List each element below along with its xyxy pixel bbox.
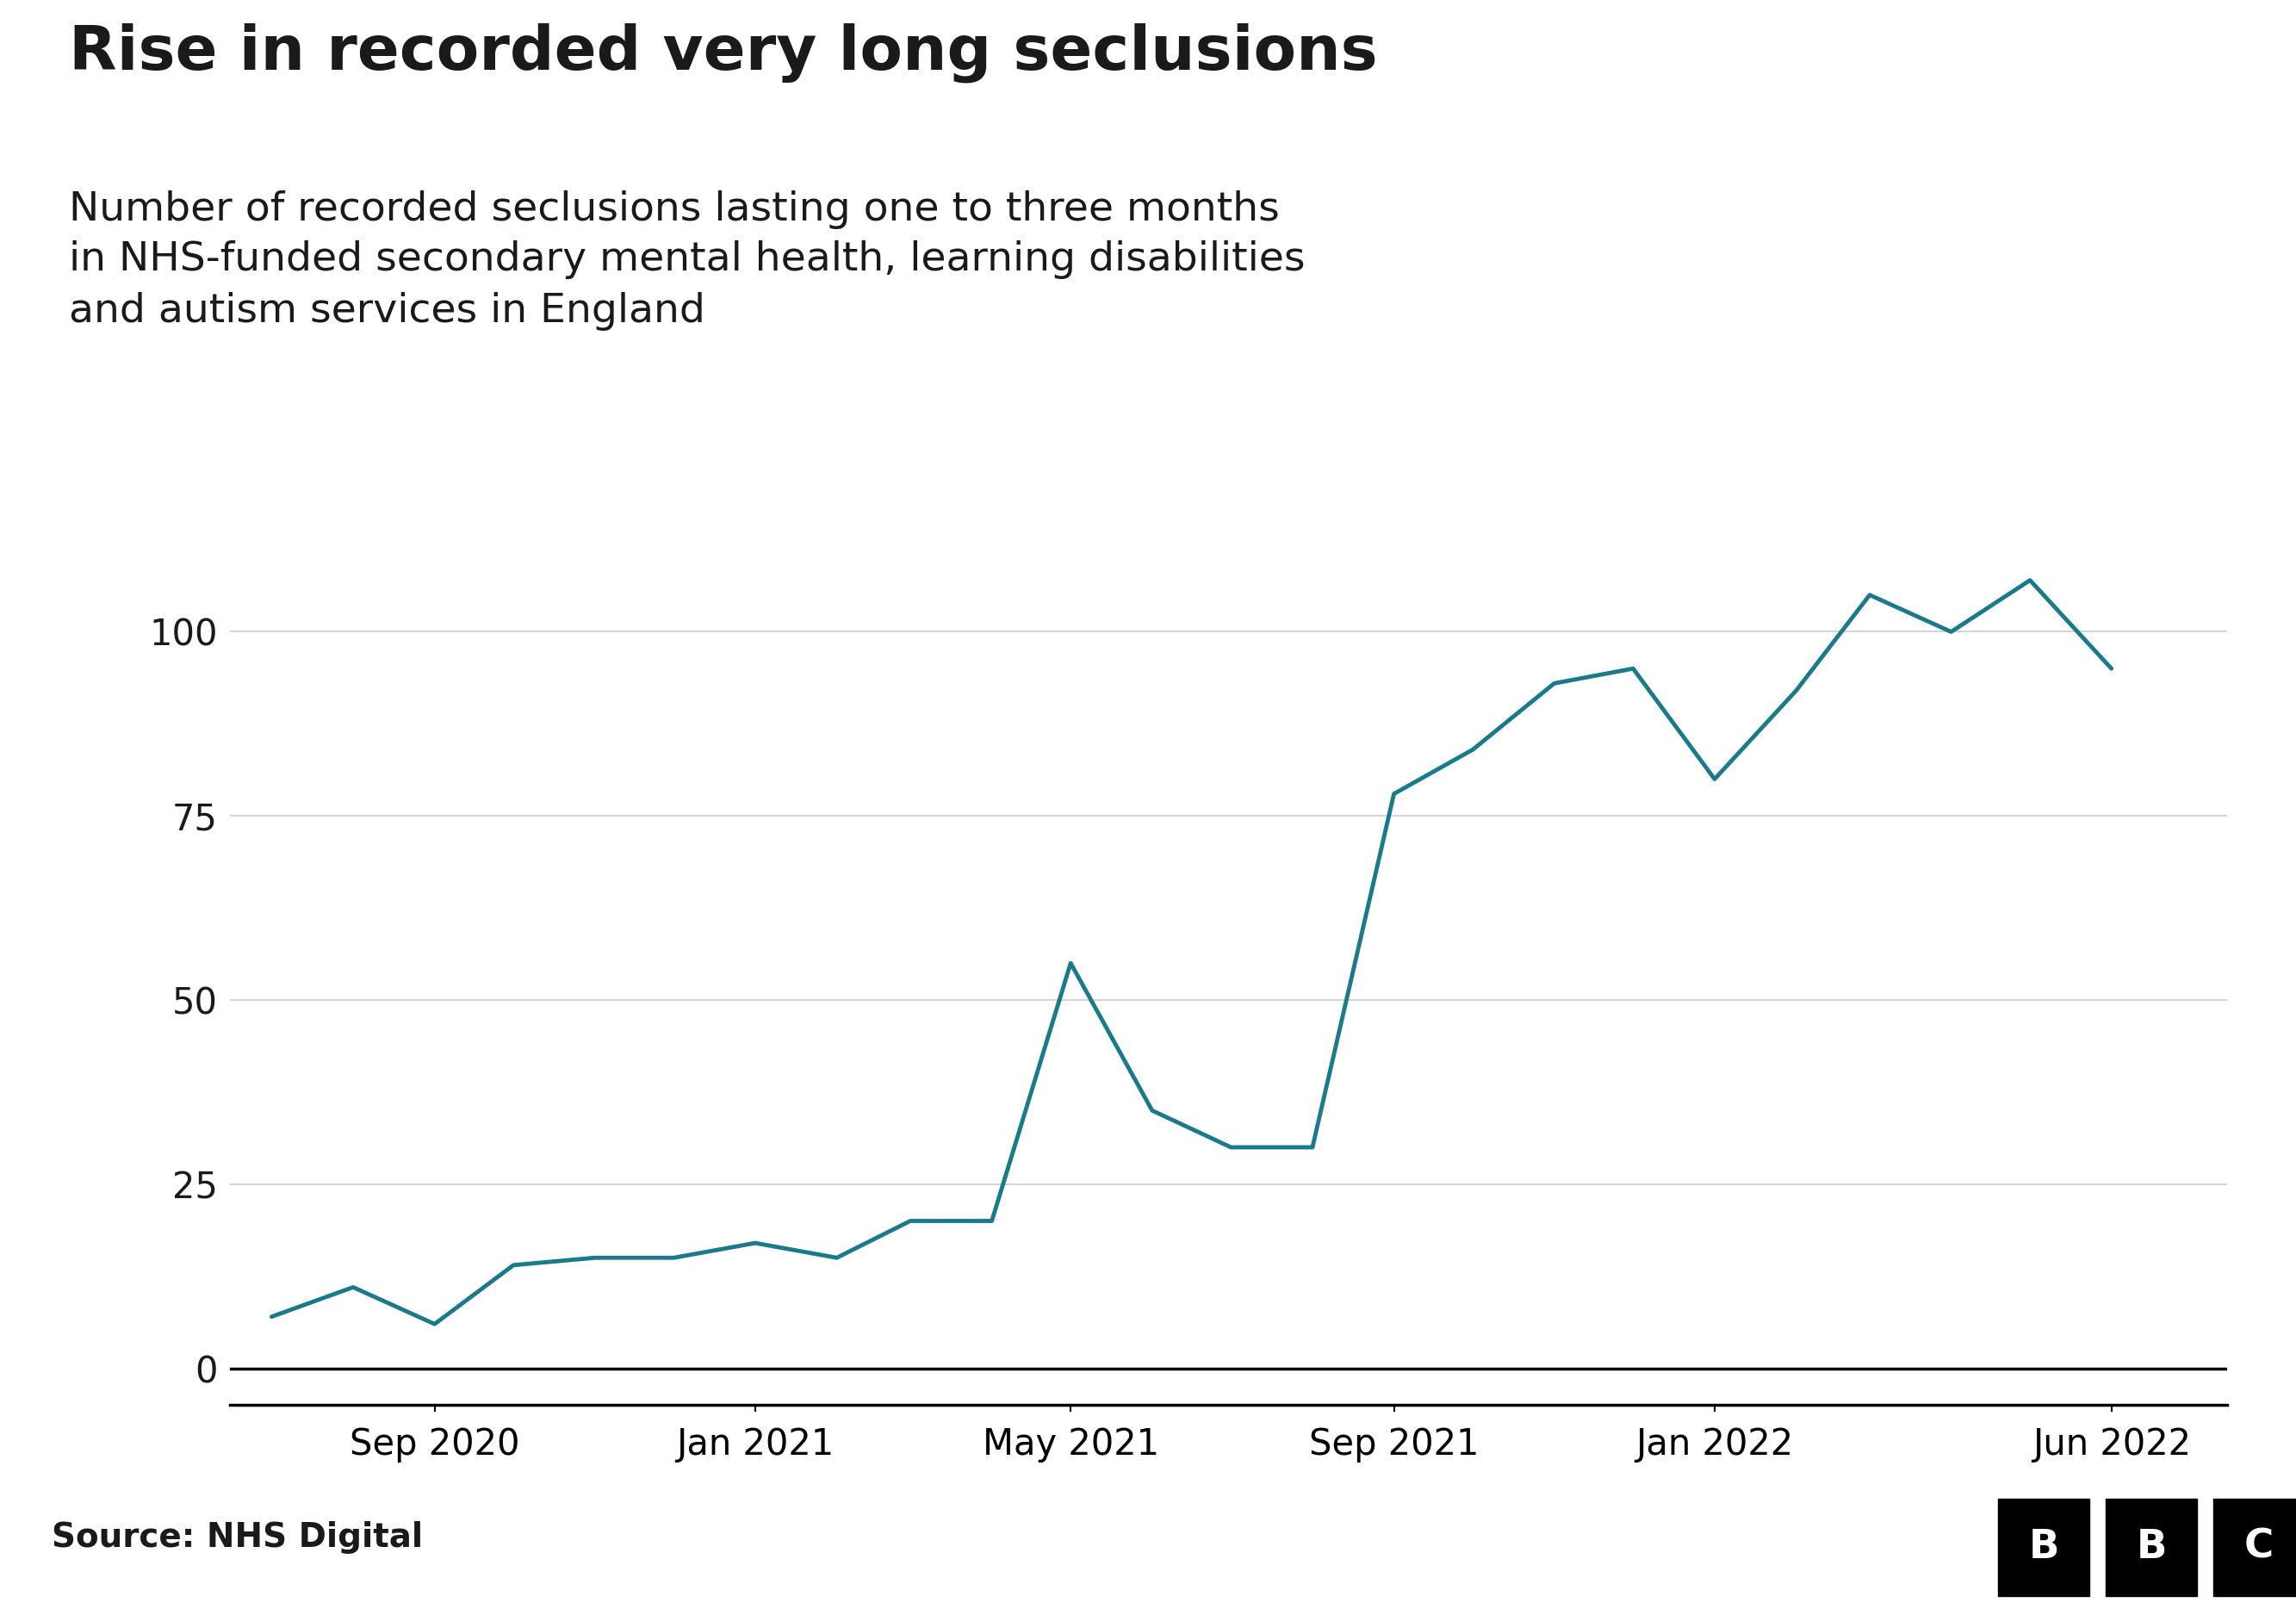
Text: B: B <box>2135 1528 2167 1567</box>
Text: Number of recorded seclusions lasting one to three months
in NHS-funded secondar: Number of recorded seclusions lasting on… <box>69 191 1304 331</box>
FancyBboxPatch shape <box>1998 1499 2089 1596</box>
Text: C: C <box>2243 1528 2273 1567</box>
FancyBboxPatch shape <box>2105 1499 2197 1596</box>
FancyBboxPatch shape <box>2213 1499 2296 1596</box>
Text: B: B <box>2030 1528 2060 1567</box>
Text: Source: NHS Digital: Source: NHS Digital <box>51 1521 422 1554</box>
Text: Rise in recorded very long seclusions: Rise in recorded very long seclusions <box>69 23 1378 82</box>
